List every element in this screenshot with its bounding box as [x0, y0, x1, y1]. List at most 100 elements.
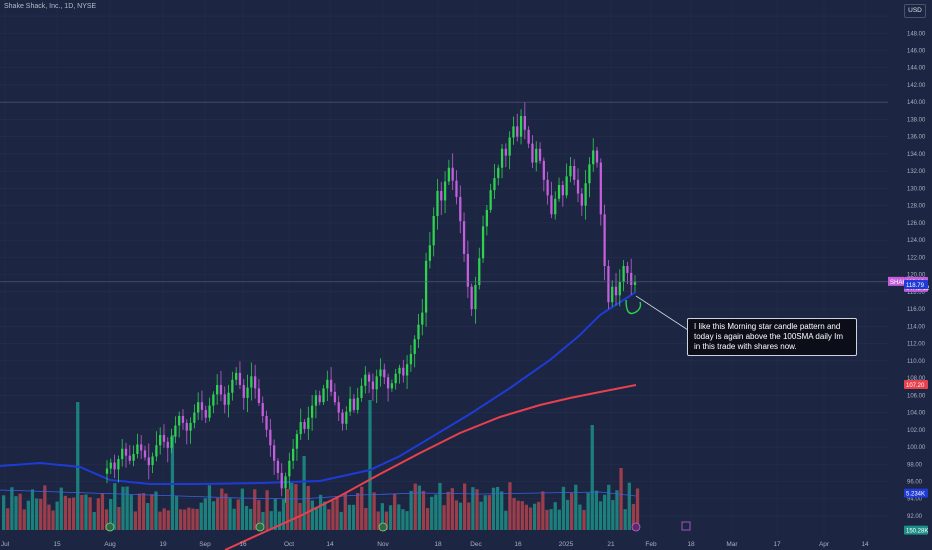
x-tick-label: 14	[326, 541, 334, 548]
candle-body	[584, 183, 587, 206]
volume-bar	[236, 499, 240, 530]
volume-bar	[516, 500, 520, 530]
candle-body	[261, 403, 264, 416]
candle-body	[307, 417, 310, 429]
volume-bar	[475, 489, 479, 530]
volume-bar	[34, 498, 39, 530]
volume-bar	[306, 485, 310, 530]
volume-bar	[327, 509, 331, 530]
volume-bar	[487, 495, 491, 530]
x-tick-label: 19	[159, 541, 167, 548]
candle-body	[295, 434, 299, 449]
candle-body	[607, 266, 610, 303]
volume-bar	[203, 498, 207, 530]
y-tick-label: 96.00	[907, 480, 923, 486]
volume-bar	[294, 484, 298, 530]
candle-body	[140, 444, 143, 451]
volume-bar	[158, 511, 162, 530]
candle-body	[383, 369, 386, 378]
y-tick-label: 134.00	[907, 152, 926, 158]
currency-selector[interactable]: USD	[904, 4, 926, 18]
candle-body	[197, 402, 200, 413]
volume-bar	[450, 488, 454, 530]
volume-bar	[273, 498, 277, 530]
candle-body	[451, 167, 454, 181]
y-tick-label: 140.00	[907, 100, 926, 106]
candle-body	[348, 398, 352, 412]
volume-bar	[207, 485, 212, 530]
candle-body	[147, 457, 150, 466]
candle-body	[143, 450, 147, 458]
candle-body	[223, 394, 226, 405]
candle-body	[603, 214, 606, 266]
volume-bar	[586, 492, 590, 530]
volume-bar	[504, 510, 508, 530]
y-tick-label: 120.00	[907, 273, 926, 279]
price-badge	[904, 525, 928, 535]
candle-body	[394, 373, 397, 384]
candle-body	[291, 448, 295, 461]
volume-bar	[117, 506, 121, 530]
candle-body	[527, 129, 530, 144]
volume-bar	[446, 491, 450, 530]
volume-bar	[553, 502, 557, 530]
price-badge	[904, 488, 928, 498]
candle-body	[504, 148, 507, 156]
candle-body	[611, 286, 614, 303]
candle-body	[238, 372, 242, 385]
candle-body	[580, 193, 583, 206]
y-tick-label: 106.00	[907, 393, 926, 399]
volume-bar	[137, 493, 142, 530]
candle-body	[592, 150, 595, 165]
candle-body	[481, 226, 485, 259]
y-tick-label: 98.00	[907, 462, 923, 468]
candle-body	[519, 116, 523, 137]
sma-100-line	[0, 291, 637, 485]
volume-bar	[323, 501, 327, 530]
volume-bar	[187, 507, 191, 530]
price-badge-value: 150.28K	[906, 529, 928, 535]
candle-body	[227, 392, 230, 405]
volume-bar	[388, 505, 393, 530]
price-badge-value: 107.20	[906, 383, 925, 389]
volume-bar	[594, 490, 599, 530]
volume-bar	[146, 503, 150, 530]
price-axis[interactable]: 150.00148.00146.00144.00142.00140.00138.…	[888, 14, 930, 535]
volume-bar	[384, 511, 389, 530]
candle-body	[614, 286, 618, 296]
volume-bar	[537, 501, 541, 530]
y-tick-label: 94.00	[907, 497, 923, 503]
candle-body	[280, 472, 283, 489]
volume-bar	[343, 493, 347, 530]
candle-body	[413, 339, 416, 354]
candle-body	[474, 284, 477, 310]
x-tick-label: 16	[239, 541, 247, 548]
candle-body	[216, 384, 219, 395]
volume-bar	[166, 510, 170, 530]
x-tick-label: Aug	[104, 541, 116, 548]
volume-bar	[39, 498, 43, 530]
volume-bar	[561, 486, 566, 530]
y-tick-label: 114.00	[907, 324, 926, 330]
volume-bar	[244, 505, 249, 530]
volume-bar	[335, 496, 339, 530]
candle-body	[516, 126, 519, 137]
lightning-icon	[631, 522, 641, 532]
volume-bar	[347, 504, 352, 530]
time-axis[interactable]: Jul 15 Aug 19 Sep 16 Oct 14 Nov 18 Dec 16 2025 21 Feb 1…	[1, 541, 869, 548]
volume-bar	[47, 504, 51, 530]
volume-bar	[162, 508, 166, 530]
volume-bar	[364, 507, 368, 530]
volume-bar	[26, 500, 30, 530]
y-tick-label: 102.00	[907, 428, 926, 434]
candle-body	[128, 455, 131, 461]
y-tick-label: 112.00	[907, 342, 926, 348]
candle-body	[405, 364, 409, 376]
candle-body	[428, 245, 432, 261]
volume-bar	[557, 509, 561, 530]
candle-body	[246, 387, 249, 398]
y-tick-label: 108.00	[907, 376, 926, 382]
candle-body	[231, 379, 234, 393]
candle-body	[178, 415, 181, 426]
